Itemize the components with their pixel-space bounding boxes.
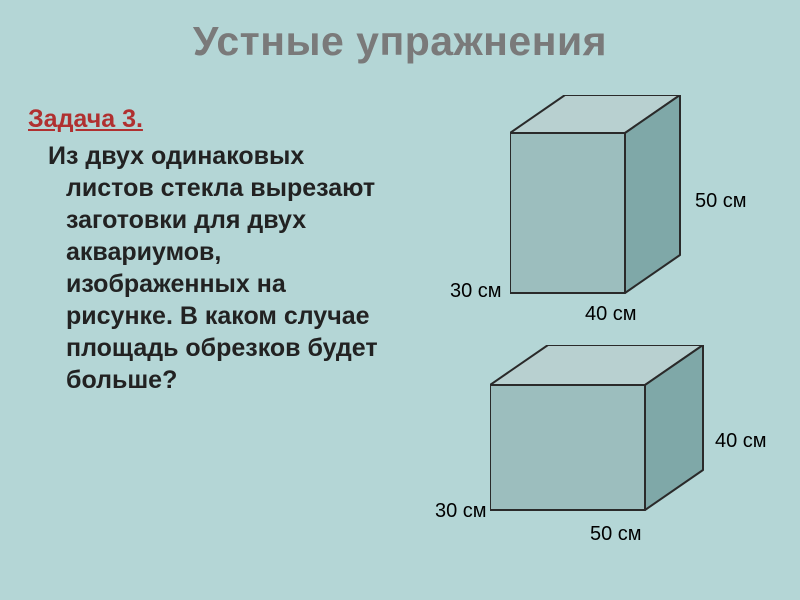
task-text-body: Из двух одинаковых листов стекла вырезаю… xyxy=(28,140,383,396)
cuboid-1-svg xyxy=(510,95,720,315)
slide-title: Устные упражнения xyxy=(0,0,800,65)
cuboid-2-depth-label: 30 см xyxy=(435,500,487,523)
cuboid-1: 30 см 40 см 50 см xyxy=(510,95,720,315)
cuboid-1-height-label: 50 см xyxy=(695,190,747,213)
task-text: Из двух одинаковых листов стекла вырезаю… xyxy=(28,140,383,396)
cuboid-2-width-label: 50 см xyxy=(590,523,642,546)
task-label: Задача 3. xyxy=(28,105,143,134)
cuboid-1-depth-label: 30 см xyxy=(450,280,502,303)
cuboid-2-height-label: 40 см xyxy=(715,430,767,453)
cuboid-2: 30 см 50 см 40 см xyxy=(490,345,750,545)
cuboid-1-width-label: 40 см xyxy=(585,303,637,326)
cuboid-2-svg xyxy=(490,345,750,545)
